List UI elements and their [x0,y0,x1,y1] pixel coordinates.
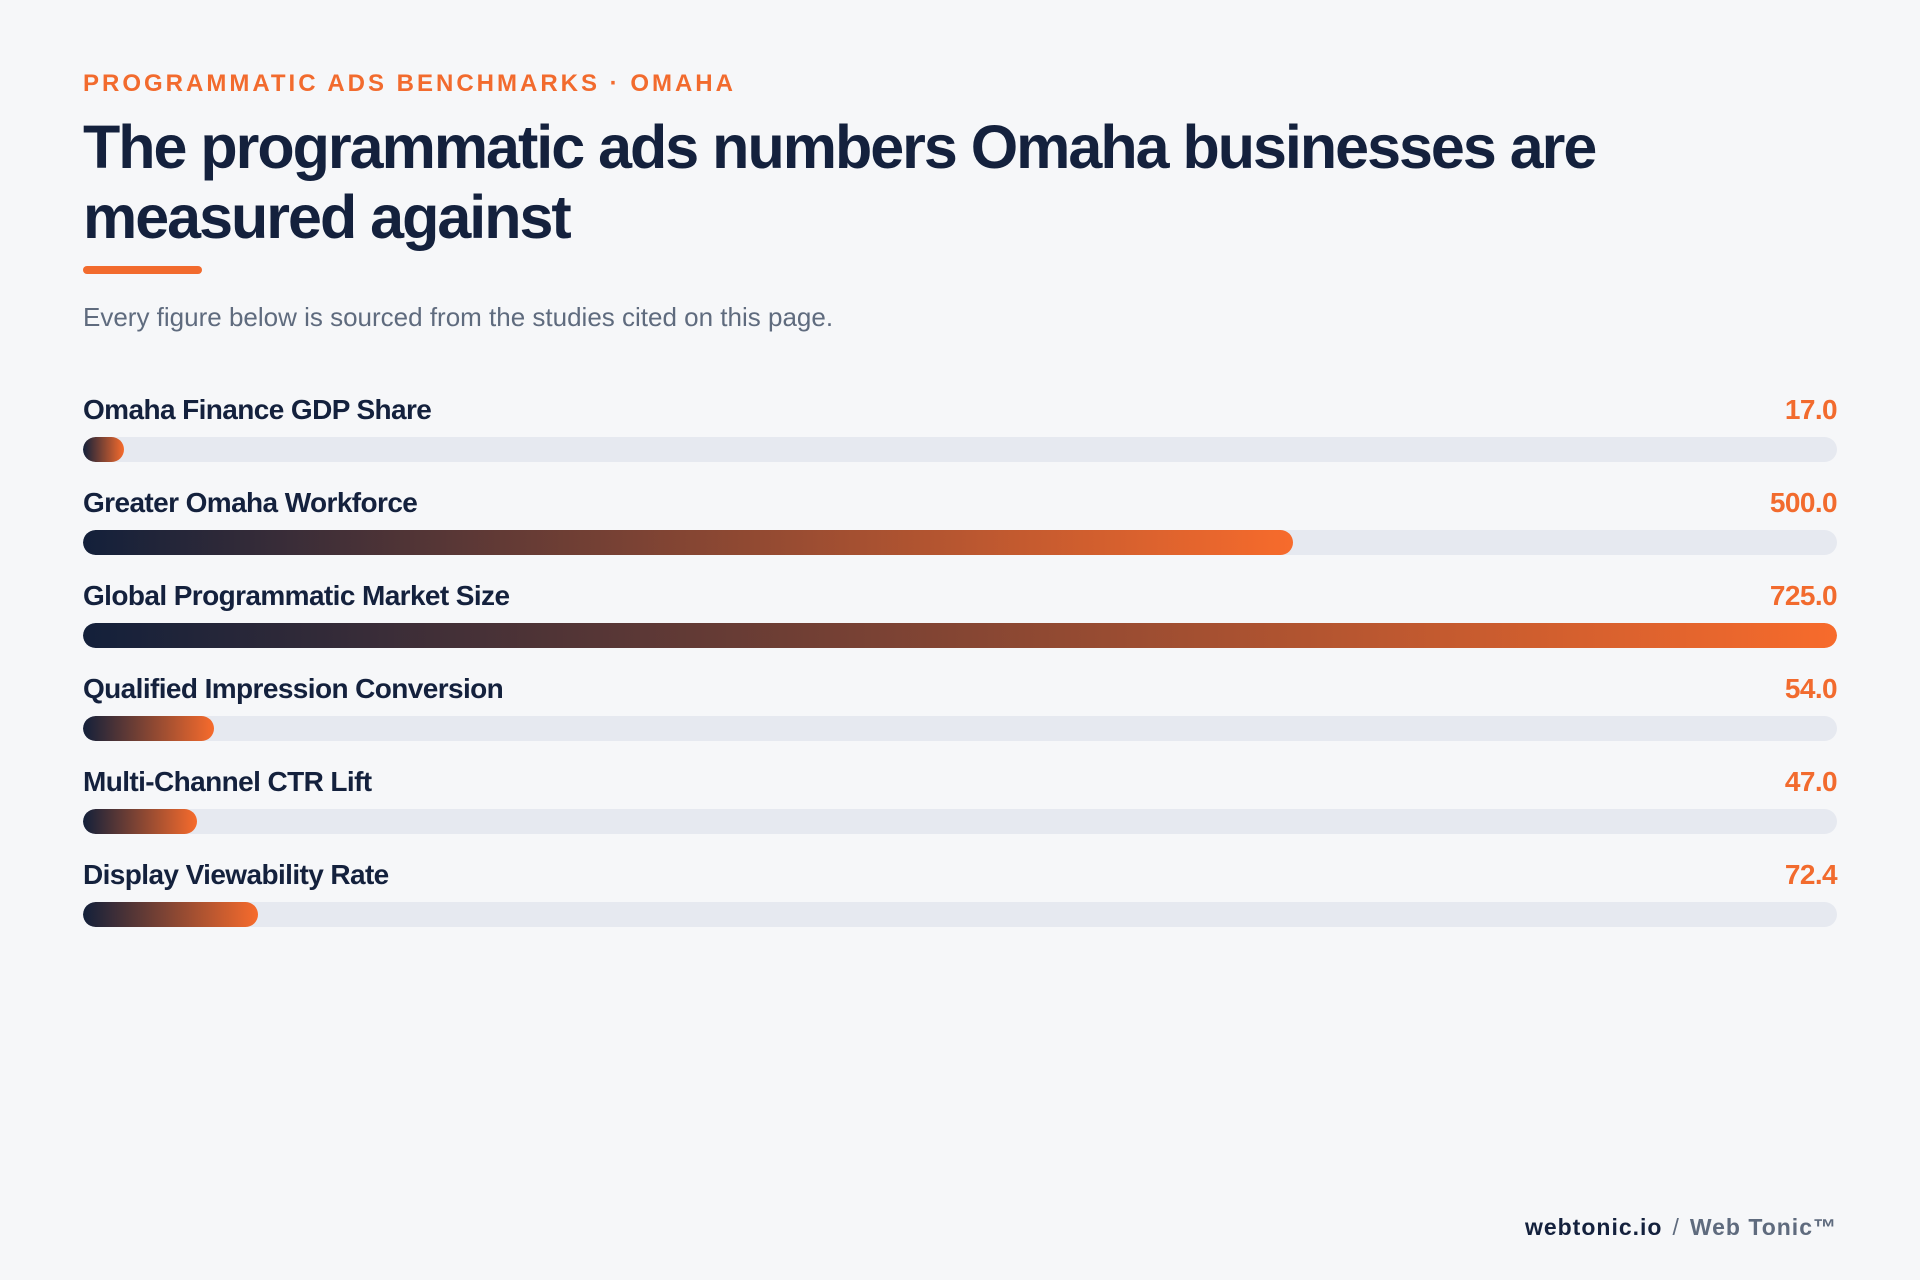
bar-category-label: Global Programmatic Market Size [83,580,510,611]
bar-row-header: Display Viewability Rate 72.4 [83,855,1838,895]
page-title: The programmatic ads numbers Omaha busin… [83,113,1597,251]
bar-row: Greater Omaha Workforce 500.0 [83,483,1838,576]
title-accent-rule [83,266,202,274]
footer-domain-link[interactable]: webtonic.io [1524,1214,1663,1240]
footer-separator: / [1672,1214,1680,1240]
bar-row: Multi-Channel CTR Lift 47.0 [83,762,1838,855]
bar-track [83,902,1837,927]
bar-category-label: Omaha Finance GDP Share [83,394,432,425]
bar-value-label: 17.0 [1784,394,1838,425]
bar-row-header: Qualified Impression Conversion 54.0 [83,669,1838,709]
bar-row: Display Viewability Rate 72.4 [83,855,1838,948]
bar-value-label: 500.0 [1769,487,1838,518]
bar-value-label: 54.0 [1784,673,1838,704]
bar-chart: Omaha Finance GDP Share 17.0 Greater Omaha… [83,390,1838,948]
bar-fill [83,902,259,927]
bar-row-header: Global Programmatic Market Size 725.0 [83,576,1838,616]
bar-value-label: 725.0 [1769,580,1838,611]
bar-row: Qualified Impression Conversion 54.0 [83,669,1838,762]
bar-category-label: Display Viewability Rate [83,859,389,890]
bar-category-label: Greater Omaha Workforce [83,487,418,518]
footer-brand: Web Tonic™ [1689,1214,1837,1240]
bar-fill [83,437,125,462]
bar-fill [83,716,214,741]
bar-row-header: Greater Omaha Workforce 500.0 [83,483,1838,523]
bar-track [83,530,1837,555]
bar-category-label: Qualified Impression Conversion [83,673,504,704]
bar-row: Global Programmatic Market Size 725.0 [83,576,1838,669]
bar-track [83,809,1837,834]
bar-fill [83,530,1293,555]
subtitle: Every figure below is sourced from the s… [83,302,834,332]
bar-track [83,437,1837,462]
footer-credit: webtonic.io / Web Tonic™ [1525,1214,1837,1241]
bar-value-label: 47.0 [1784,766,1838,797]
eyebrow-label: PROGRAMMATIC ADS BENCHMARKS · OMAHA [83,70,736,97]
bar-row: Omaha Finance GDP Share 17.0 [83,390,1838,483]
bar-category-label: Multi-Channel CTR Lift [83,766,372,797]
bar-track [83,623,1837,648]
bar-row-header: Omaha Finance GDP Share 17.0 [83,390,1838,430]
bar-value-label: 72.4 [1784,859,1838,890]
bar-row-header: Multi-Channel CTR Lift 47.0 [83,762,1838,802]
bar-fill [83,809,197,834]
bar-fill [83,623,1837,648]
bar-track [83,716,1837,741]
